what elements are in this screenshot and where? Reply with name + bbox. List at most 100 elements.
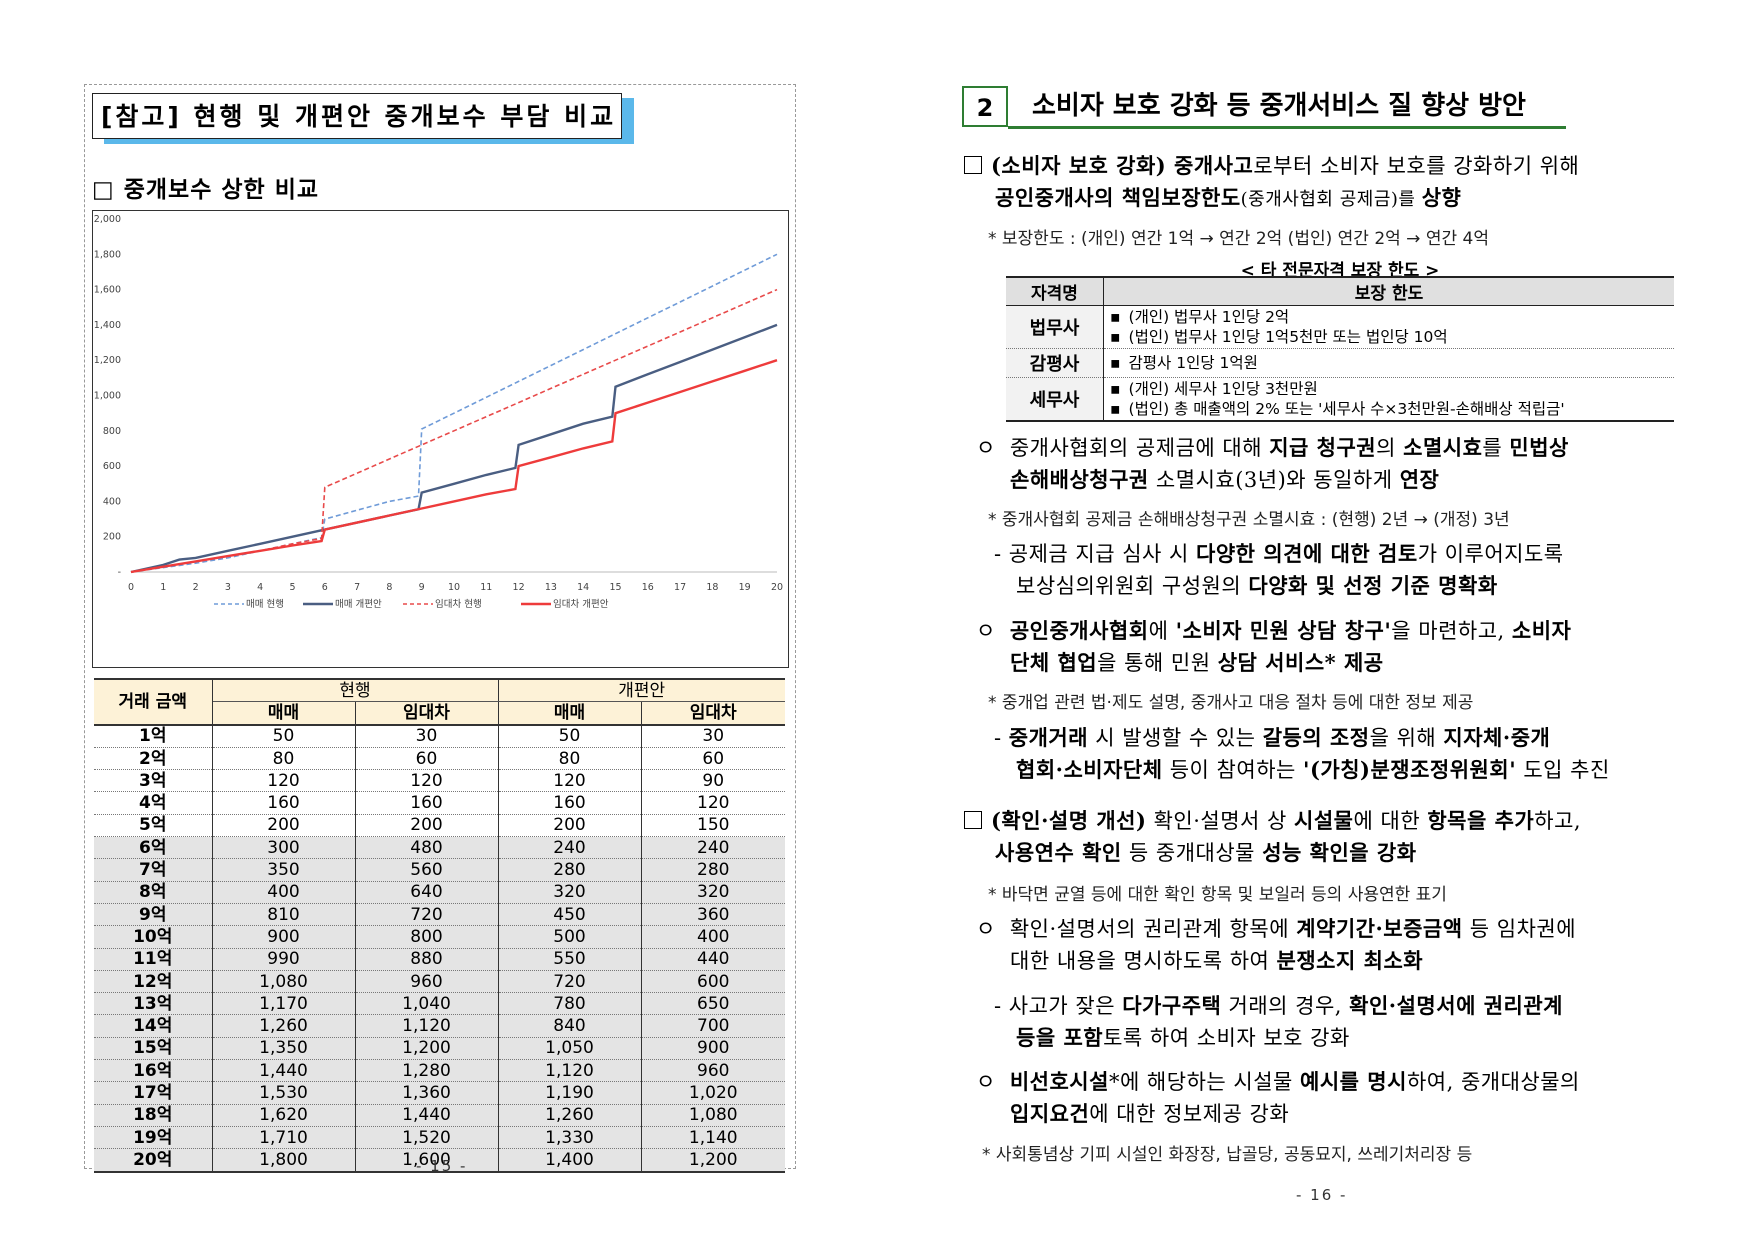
x-tick-label: 9 [419,582,425,593]
row-amount: 13억 [94,992,213,1016]
row-value-new-lease: 120 [640,791,785,815]
row-value-new-sale: 450 [497,903,641,927]
table-row: 8억 400 640 320 320 [94,881,785,904]
x-tick-label: 6 [322,582,328,593]
row-value-cur-lease: 1,120 [354,1014,498,1038]
note-guarantee-limit: * 보장한도 : (개인) 연간 1억 → 연간 2억 (법인) 연간 2억 →… [988,229,1489,249]
row-value-cur-sale: 1,350 [212,1037,355,1061]
col-group-reform: 개편안 [497,678,785,703]
row-amount: 5억 [94,814,213,838]
insurance-table-caption: < 타 전문자격 보장 한도 > [1240,261,1440,281]
table-row: 9억 810 720 450 360 [94,903,785,927]
row-amount: 8억 [94,881,213,904]
guarantee-limit-cell: (개인) 법무사 1인당 2억(법인) 법무사 1인당 1억5천만 또는 법인당… [1103,305,1674,349]
bullet-consultation-service: ㅇ 공인중개사협회에 '소비자 민원 상담 창구'을 마련하고, 소비자 단체 협… [976,618,1572,675]
table-row: 1억 50 30 50 30 [94,724,785,748]
x-tick-label: 14 [577,582,589,593]
row-value-cur-lease: 1,360 [354,1081,498,1105]
row-value-new-sale: 840 [497,1014,641,1038]
row-value-cur-sale: 120 [212,769,355,793]
checkbox-square-icon [964,811,982,829]
qualification-name: 감평사 [1006,348,1104,378]
x-tick-label: 16 [642,582,654,593]
row-value-cur-lease: 200 [354,814,498,838]
bullet-unwanted-facilities: ㅇ 비선호시설*에 해당하는 시설물 예시를 명시하여, 중개대상물의 입지요건에… [976,1069,1580,1126]
row-value-cur-lease: 560 [354,858,498,882]
row-value-cur-sale: 400 [212,881,355,904]
y-tick-label: 800 [103,426,121,437]
col-reform-sale: 매매 [497,701,641,726]
note-consultation: * 중개업 관련 법·제도 설명, 중개사고 대응 절차 등에 대한 정보 제공 [988,693,1474,713]
row-amount: 2억 [94,747,213,771]
qualification-name: 세무사 [1006,377,1104,422]
row-amount: 6억 [94,836,213,860]
table-row: 14억 1,260 1,120 840 700 [94,1014,785,1038]
row-value-new-lease: 1,080 [640,1104,785,1127]
row-value-new-sale: 280 [497,858,641,882]
paragraph-explanation-improvement: (확인·설명 개선) 확인·설명서 상 시설물에 대한 항목을 추가하고, 사용… [964,805,1684,869]
row-value-new-sale: 1,120 [497,1059,641,1083]
series-line-2 [130,288,778,573]
table-row: 11억 990 880 550 440 [94,948,785,971]
row-value-new-lease: 650 [640,992,785,1016]
row-value-new-lease: 60 [640,747,785,771]
table-row: 2억 80 60 80 60 [94,747,785,771]
table-row: 10억 900 800 500 400 [94,925,785,949]
row-amount: 11억 [94,948,213,971]
row-value-new-lease: 360 [640,903,785,927]
y-tick-label: 2,000 [94,214,121,225]
row-value-cur-lease: 640 [354,881,498,904]
table-row: 18억 1,620 1,440 1,260 1,080 [94,1104,785,1127]
row-value-cur-lease: 720 [354,903,498,927]
row-value-cur-sale: 50 [212,724,355,748]
row-value-cur-sale: 1,440 [212,1059,355,1083]
row-value-new-sale: 500 [497,925,641,949]
col-guarantee-limit: 보장 한도 [1103,276,1674,306]
x-tick-label: 8 [386,582,392,593]
row-value-new-sale: 50 [497,724,641,748]
chart-svg: -2004006008001,0001,2001,4001,6001,8002,… [94,214,783,610]
row-value-new-sale: 120 [497,769,641,793]
col-qualification: 자격명 [1006,276,1104,306]
bullet-rights-relationship: ㅇ 확인·설명서의 권리관계 항목에 계약기간·보증금액 등 임차권에 대한 내용… [976,916,1577,973]
table-row: 4억 160 160 160 120 [94,791,785,815]
row-value-cur-sale: 1,710 [212,1126,355,1150]
row-value-cur-sale: 1,260 [212,1014,355,1038]
table-row: 19억 1,710 1,520 1,330 1,140 [94,1126,785,1150]
guarantee-limit-item: (개인) 법무사 1인당 2억 [1110,307,1673,327]
row-value-new-lease: 1,020 [640,1081,785,1105]
x-tick-label: 3 [225,582,231,593]
y-tick-label: 1,000 [94,391,121,402]
table-row: 17억 1,530 1,360 1,190 1,020 [94,1081,785,1105]
row-value-cur-lease: 880 [354,948,498,971]
row-amount: 15억 [94,1037,213,1061]
section-heading-fee-cap: □ 중개보수 상한 비교 [92,177,320,203]
row-value-cur-sale: 80 [212,747,355,771]
guarantee-limit-item: 감평사 1인당 1억원 [1110,353,1673,373]
row-value-new-lease: 900 [640,1037,785,1061]
row-amount: 10억 [94,925,213,949]
x-tick-label: 1 [160,582,166,593]
x-tick-label: 10 [448,582,460,593]
table-row: 6억 300 480 240 240 [94,836,785,860]
note-usage-years: * 바닥면 균열 등에 대한 확인 항목 및 보일러 등의 사용연한 표기 [988,885,1447,905]
x-tick-label: 5 [289,582,295,593]
row-amount: 7억 [94,858,213,882]
table-row: 16억 1,440 1,280 1,120 960 [94,1059,785,1083]
table-row: 법무사(개인) 법무사 1인당 2억(법인) 법무사 1인당 1억5천만 또는 … [1006,305,1674,349]
row-value-cur-sale: 1,800 [212,1148,355,1173]
row-value-new-lease: 440 [640,948,785,971]
x-tick-label: 19 [739,582,751,593]
table-row: 12억 1,080 960 720 600 [94,970,785,994]
y-tick-label: - [118,567,121,578]
row-amount: 17억 [94,1081,213,1105]
y-tick-label: 200 [103,532,121,543]
row-value-new-sale: 1,260 [497,1104,641,1127]
professional-guarantee-table: 자격명 보장 한도 법무사(개인) 법무사 1인당 2억(법인) 법무사 1인당… [1006,276,1674,422]
row-value-new-lease: 960 [640,1059,785,1083]
table-row: 5억 200 200 200 150 [94,814,785,838]
row-value-new-sale: 80 [497,747,641,771]
dash-multi-family-housing: - 사고가 잦은 다가구주택 거래의 경우, 확인·설명서에 권리관계 등을 포… [994,993,1563,1050]
x-tick-label: 11 [480,582,492,593]
x-tick-label: 13 [545,582,557,593]
